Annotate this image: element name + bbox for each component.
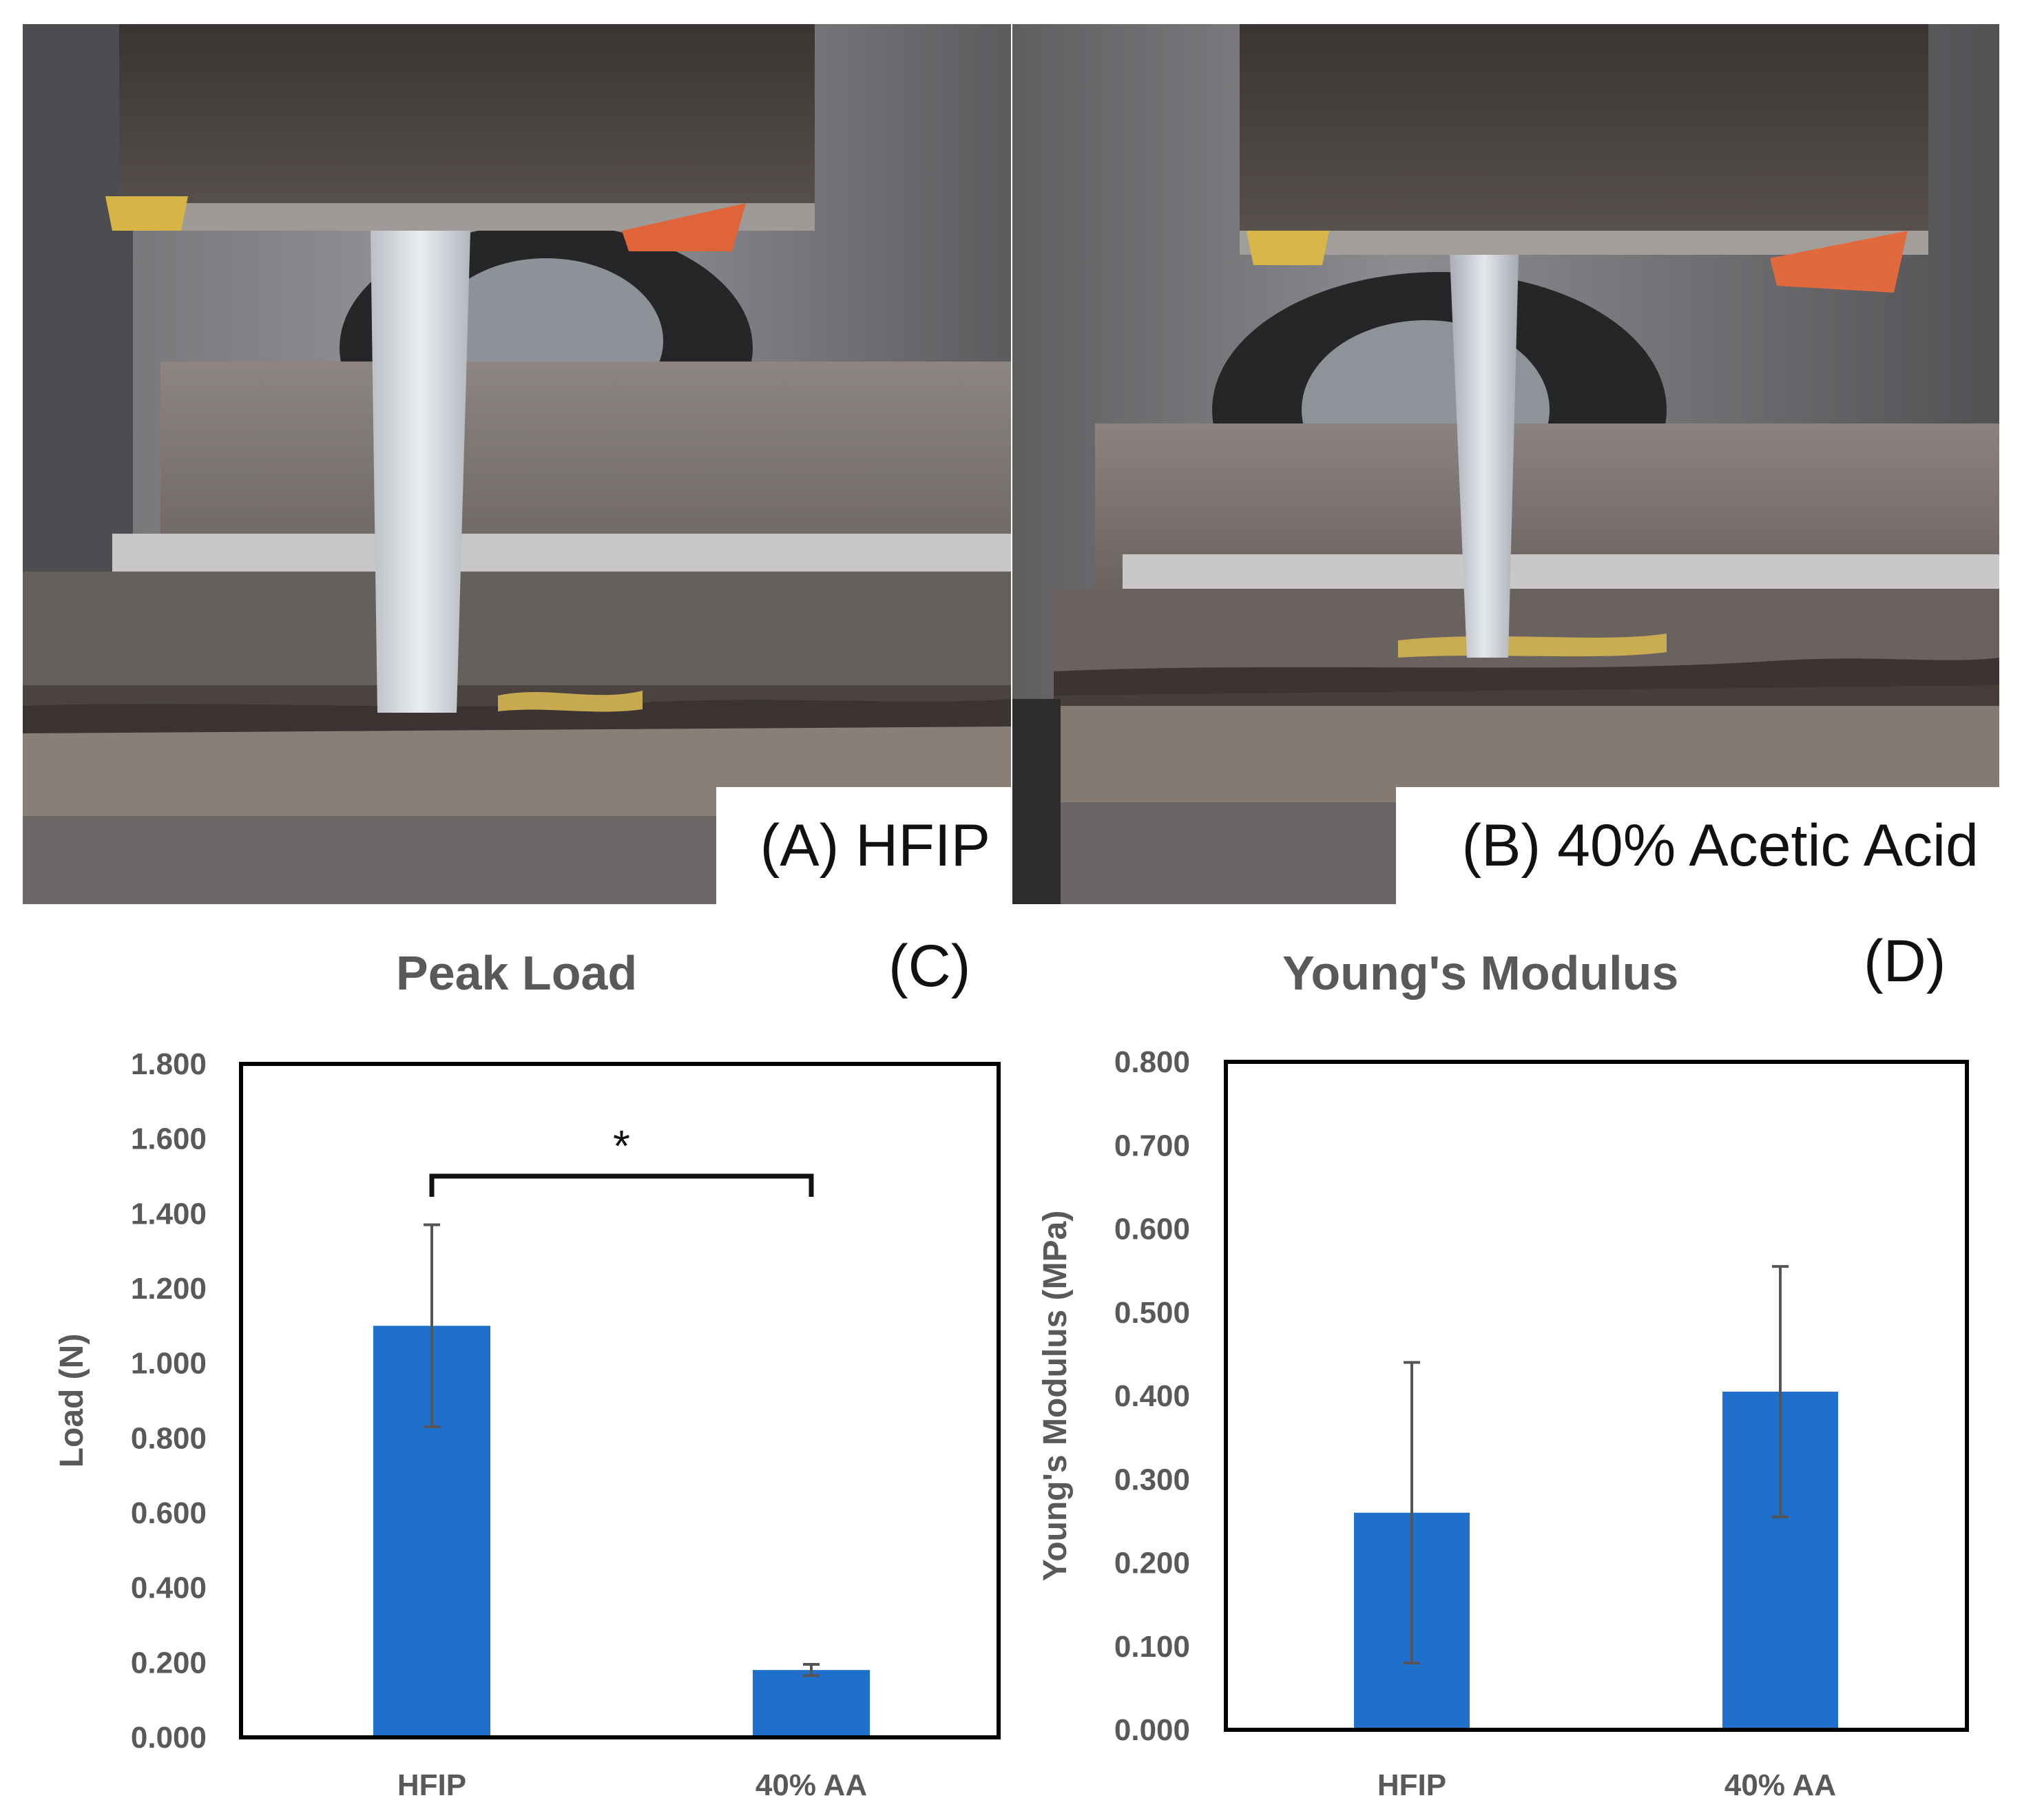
- x-category-label: HFIP: [397, 1768, 466, 1802]
- y-tick-label: 0.400: [131, 1571, 207, 1605]
- y-tick-label: 0.600: [131, 1496, 207, 1530]
- y-tick-label: 1.800: [131, 1047, 207, 1081]
- y-tick-label: 1.000: [131, 1347, 207, 1381]
- y-tick-label: 0.000: [131, 1721, 207, 1755]
- y-tick-label: 0.100: [1114, 1630, 1190, 1664]
- photo-panel-a: (A) HFIP: [23, 24, 1011, 904]
- y-axis-label: Load (N): [54, 1334, 90, 1468]
- photo-caption-a: (A) HFIP: [716, 787, 1011, 904]
- y-tick-label: 0.500: [1114, 1296, 1190, 1330]
- y-tick-label: 0.300: [1114, 1463, 1190, 1496]
- y-tick-label: 0.400: [1114, 1379, 1190, 1413]
- chart-title-peak-load: Peak Load: [396, 946, 638, 1000]
- y-tick-label: 1.400: [131, 1197, 207, 1231]
- panel-letter-c: (C): [888, 933, 971, 999]
- significance-marker: *: [613, 1121, 630, 1171]
- y-tick-label: 1.600: [131, 1122, 207, 1156]
- panel-letter-d: (D): [1864, 928, 1946, 994]
- chart-title-youngs-modulus: Young's Modulus: [1282, 946, 1679, 1000]
- y-tick-label: 0.200: [1114, 1547, 1190, 1580]
- y-tick-label: 0.700: [1114, 1129, 1190, 1162]
- plot-frame: [1224, 1060, 1969, 1732]
- significance-bracket: [429, 1173, 814, 1197]
- youngs-modulus-chart: 0.000 0.100 0.200 0.300 0.400 0.500 0.600 0.700…: [1037, 1045, 1969, 1802]
- tensile-test-photo-hfip: [23, 24, 1011, 904]
- y-tick-label: 1.200: [131, 1272, 207, 1306]
- y-tick-label: 0.600: [1114, 1213, 1190, 1246]
- peak-load-chart: 0.000 0.200 0.400 0.600 0.800 1.000 1.200 1.400…: [54, 1047, 1001, 1802]
- x-category-label: HFIP: [1377, 1768, 1446, 1802]
- y-tick-label: 0.800: [131, 1421, 207, 1455]
- plot-frame: [239, 1062, 1001, 1739]
- error-bar: [1404, 1361, 1420, 1664]
- error-bar: [424, 1223, 440, 1429]
- y-tick-label: 0.200: [131, 1646, 207, 1680]
- y-tick-label: 0.800: [1114, 1045, 1190, 1079]
- x-category-label: 40% AA: [755, 1768, 867, 1802]
- error-bar: [803, 1663, 820, 1677]
- y-axis-label: Young's Modulus (MPa): [1037, 1211, 1074, 1581]
- y-tick-label: 0.000: [1114, 1713, 1190, 1747]
- tensile-test-photo-acetic-acid: [1012, 24, 1999, 904]
- bar: [753, 1670, 870, 1737]
- photo-panel-b: (B) 40% Acetic Acid: [1012, 24, 1999, 904]
- photo-caption-b: (B) 40% Acetic Acid: [1396, 787, 1999, 904]
- error-bar: [1772, 1265, 1789, 1518]
- x-category-label: 40% AA: [1724, 1768, 1836, 1802]
